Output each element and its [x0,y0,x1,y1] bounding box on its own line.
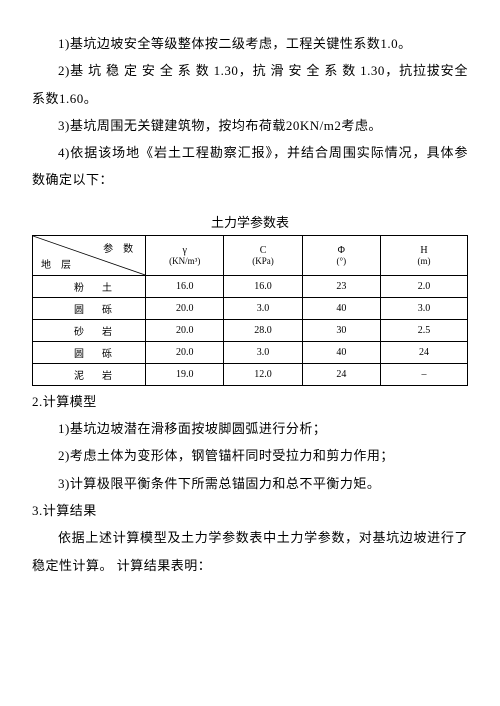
corner-cell: 参 数 地 层 [33,235,146,275]
corner-top-label: 参 数 [103,240,133,255]
section3-body: 依据上述计算模型及土力学参数表中土力学参数，对基坑边坡进行了稳定性计算。 计算结… [32,524,468,579]
table-row: 圆 砾 20.0 3.0 40 3.0 [33,297,468,319]
table-title: 土力学参数表 [32,212,468,231]
table-header-row: 参 数 地 层 γ (KN/m³) C (KPa) Φ (°) H (m) [33,235,468,275]
section2-item2: 2)考虑土体为变形体，钢管锚杆同时受拉力和剪力作用； [32,442,468,469]
soil-params-table: 参 数 地 层 γ (KN/m³) C (KPa) Φ (°) H (m) 粉 … [32,235,468,386]
para-1: 1)基坑边坡安全等级整体按二级考虑，工程关键性系数1.0。 [32,30,468,57]
section2-item3: 3)计算极限平衡条件下所需总锚固力和总不平衡力矩。 [32,470,468,497]
col-header-phi: Φ (°) [302,235,380,275]
col-header-gamma: γ (KN/m³) [146,235,224,275]
para-2: 2)基 坑 稳 定 安 全 系 数 1.30，抗 滑 安 全 系 数 1.30，… [32,57,468,112]
para-3: 3)基坑周围无关键建筑物，按均布荷载20KN/m2考虑。 [32,112,468,139]
col-header-c: C (KPa) [224,235,302,275]
section2-title: 2.计算模型 [32,388,468,415]
section3-title: 3.计算结果 [32,497,468,524]
corner-bottom-label: 地 层 [41,256,71,271]
table-row: 粉 土 16.0 16.0 23 2.0 [33,275,468,297]
table-row: 泥 岩 19.0 12.0 24 – [33,363,468,385]
table-row: 砂 岩 20.0 28.0 30 2.5 [33,319,468,341]
col-header-h: H (m) [380,235,467,275]
section2-item1: 1)基坑边坡潜在滑移面按坡脚圆弧进行分析； [32,415,468,442]
table-row: 圆 砾 20.0 3.0 40 24 [33,341,468,363]
para-4: 4)依据该场地《岩土工程勘察汇报》，并结合周围实际情况，具体参数确定以下： [32,139,468,194]
